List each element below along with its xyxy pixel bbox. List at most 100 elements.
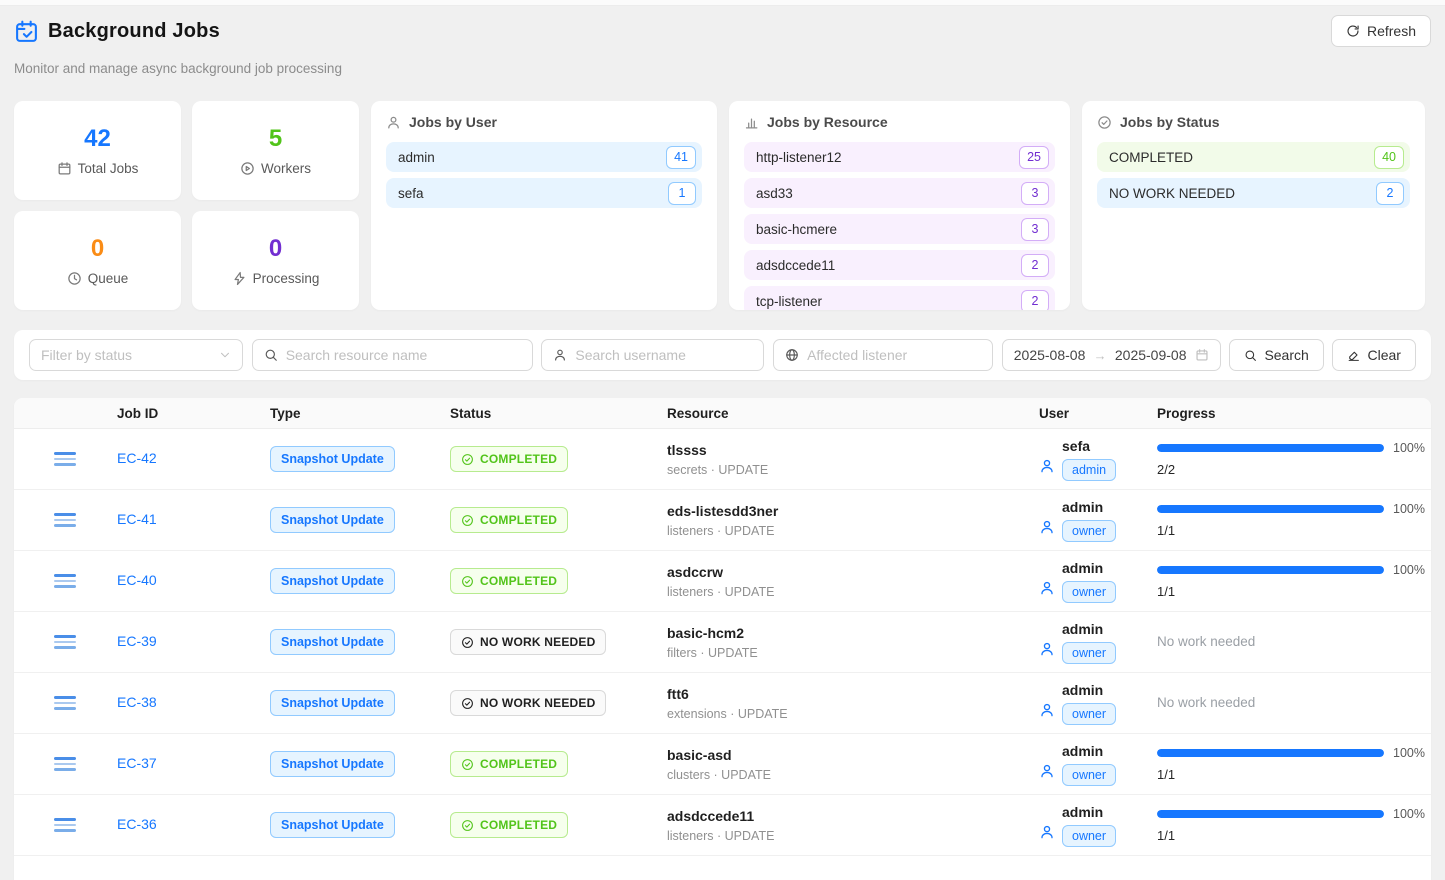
panel-item-count: 41 [666, 145, 696, 169]
panel-list-item[interactable]: sefa 1 [386, 178, 702, 208]
table-row: EC-41 Snapshot Update COMPLETED eds-list… [14, 490, 1431, 551]
status-badge: COMPLETED [450, 507, 569, 533]
stat-card: 42 Total Jobs [14, 101, 181, 200]
stat-value: 5 [268, 125, 283, 152]
status-filter-select[interactable]: Filter by status [29, 339, 243, 371]
resource-name: asdccrw [667, 563, 724, 580]
stat-label: Total Jobs [77, 161, 139, 176]
date-end-value[interactable]: 2025-09-08 [1114, 347, 1187, 363]
panel-item-label: asd33 [756, 185, 793, 201]
stats-grid: 42 Total Jobs 5 Workers 0 Queue 0 Proces… [14, 101, 359, 310]
user-icon [1039, 702, 1055, 718]
date-start-value[interactable]: 2025-08-08 [1013, 347, 1086, 363]
panel-list-item[interactable]: COMPLETED 40 [1097, 142, 1410, 172]
search-icon [264, 348, 278, 362]
panel-item-label: adsdccede11 [756, 257, 836, 273]
panel-list-item[interactable]: admin 41 [386, 142, 702, 172]
progress-count: 1/1 [1157, 584, 1176, 599]
panel-item-count: 1 [668, 181, 696, 205]
status-badge-label: COMPLETED [480, 452, 558, 466]
table-row: EC-37 Snapshot Update COMPLETED basic-as… [14, 734, 1431, 795]
progress-bar [1157, 810, 1385, 818]
stat-card: 0 Processing [192, 211, 359, 310]
username-search-input[interactable] [575, 347, 753, 363]
jobs-by-resource-panel: Jobs by Resource http-listener12 25 asd3… [729, 101, 1070, 310]
status-badge: COMPLETED [450, 751, 569, 777]
column-progress: Progress [1157, 405, 1216, 421]
stat-label: Processing [252, 271, 320, 286]
user-icon [1039, 824, 1055, 840]
resource-search-input[interactable] [285, 347, 521, 363]
resource-name: basic-asd [667, 746, 732, 763]
stat-icon [240, 161, 255, 176]
progress-percent: 100% [1393, 441, 1425, 455]
clear-button[interactable]: Clear [1332, 339, 1416, 371]
stat-value: 42 [84, 125, 111, 152]
job-id-link[interactable]: EC-36 [117, 816, 157, 832]
panel-list-item[interactable]: adsdccede11 2 [744, 250, 1055, 280]
user-name: admin [1062, 559, 1104, 576]
drag-handle-icon[interactable] [54, 452, 76, 466]
panel-list-item[interactable]: tcp-listener 2 [744, 286, 1055, 310]
resource-name: adsdccede11 [667, 807, 755, 824]
type-badge: Snapshot Update [270, 690, 395, 716]
check-circle-icon [461, 575, 474, 588]
progress-bar [1157, 566, 1385, 574]
panel-list-item[interactable]: asd33 3 [744, 178, 1055, 208]
jobs-by-user-panel: Jobs by User admin 41 sefa 1 [371, 101, 717, 310]
progress-bar [1157, 444, 1385, 452]
drag-handle-icon[interactable] [54, 757, 76, 771]
user-icon [553, 348, 567, 362]
drag-handle-icon[interactable] [54, 635, 76, 649]
table-header: Job ID Type Status Resource User Progres… [14, 398, 1431, 429]
job-id-link[interactable]: EC-42 [117, 450, 157, 466]
progress-bar-fill [1157, 749, 1385, 757]
panel-item-count: 2 [1021, 289, 1049, 310]
drag-handle-icon[interactable] [54, 696, 76, 710]
progress-percent: 100% [1393, 746, 1425, 760]
status-badge-label: COMPLETED [480, 574, 558, 588]
drag-handle-icon[interactable] [54, 818, 76, 832]
panel-list-item[interactable]: http-listener12 25 [744, 142, 1055, 172]
progress-count: 2/2 [1157, 462, 1176, 477]
status-badge-label: NO WORK NEEDED [480, 635, 596, 649]
user-role-tag: owner [1062, 519, 1117, 542]
user-icon [1039, 641, 1055, 657]
refresh-button[interactable]: Refresh [1330, 15, 1431, 47]
job-id-link[interactable]: EC-41 [117, 511, 157, 527]
status-badge-label: COMPLETED [480, 757, 558, 771]
column-type: Type [270, 405, 301, 421]
progress-count: 1/1 [1157, 767, 1176, 782]
panel-user-items: admin 41 sefa 1 [386, 142, 702, 208]
resource-name: basic-hcm2 [667, 624, 745, 641]
user-icon [1039, 580, 1055, 596]
panel-item-count: 3 [1021, 181, 1049, 205]
drag-handle-icon[interactable] [54, 513, 76, 527]
job-id-link[interactable]: EC-38 [117, 694, 157, 710]
resource-meta: listeners · UPDATE [667, 523, 775, 538]
resource-name: ftt6 [667, 685, 689, 702]
user-name: admin [1062, 620, 1104, 637]
clear-icon [1347, 349, 1360, 362]
job-id-link[interactable]: EC-39 [117, 633, 157, 649]
type-badge: Snapshot Update [270, 751, 395, 777]
search-icon [1244, 349, 1257, 362]
affected-listener-input[interactable] [807, 347, 982, 363]
check-circle-icon [461, 697, 474, 710]
panel-title-user: Jobs by User [409, 114, 497, 130]
panel-list-item[interactable]: basic-hcmere 3 [744, 214, 1055, 244]
user-role-tag: owner [1062, 763, 1117, 786]
panel-list-item[interactable]: NO WORK NEEDED 2 [1097, 178, 1410, 208]
stat-card: 0 Queue [14, 211, 181, 310]
job-id-link[interactable]: EC-37 [117, 755, 157, 771]
job-id-link[interactable]: EC-40 [117, 572, 157, 588]
user-icon [1039, 519, 1055, 535]
drag-handle-icon[interactable] [54, 574, 76, 588]
table-row: EC-38 Snapshot Update NO WORK NEEDED ftt… [14, 673, 1431, 734]
page-title: Background Jobs [48, 19, 220, 42]
search-button[interactable]: Search [1229, 339, 1324, 371]
stat-label: Workers [260, 161, 311, 176]
panel-item-count: 2 [1376, 181, 1404, 205]
user-icon [1039, 458, 1055, 474]
date-range-picker[interactable]: 2025-08-08 → 2025-09-08 [1001, 339, 1221, 371]
